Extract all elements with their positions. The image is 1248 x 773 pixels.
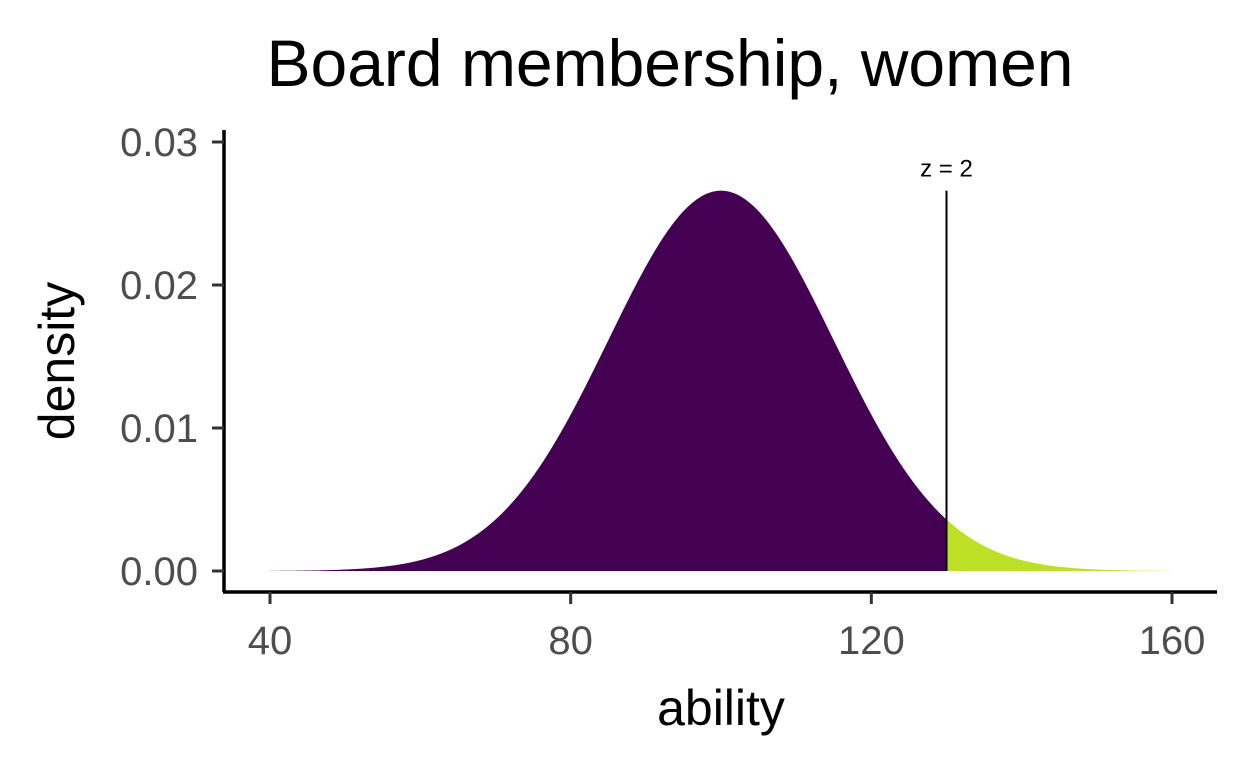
cutoff-label: z = 2 xyxy=(920,156,973,183)
x-ticks: 40 80 120 160 xyxy=(248,592,1206,663)
y-tick-label: 0.02 xyxy=(120,264,198,308)
axes xyxy=(222,130,1217,594)
plot-areas xyxy=(270,190,1172,571)
y-ticks: 0.00 0.01 0.02 0.03 xyxy=(120,121,224,594)
density-area-main xyxy=(270,190,947,571)
x-axis-label: ability xyxy=(657,680,785,736)
x-tick-label: 160 xyxy=(1139,619,1206,663)
x-tick-label: 80 xyxy=(548,619,593,663)
y-tick-label: 0.00 xyxy=(120,550,198,594)
x-tick-label: 120 xyxy=(838,619,905,663)
y-tick-label: 0.03 xyxy=(120,121,198,165)
y-axis-label: density xyxy=(29,282,85,440)
y-tick-label: 0.01 xyxy=(120,407,198,451)
x-tick-label: 40 xyxy=(248,619,293,663)
density-area-tail xyxy=(946,519,1172,571)
chart-title: Board membership, women xyxy=(266,26,1073,100)
